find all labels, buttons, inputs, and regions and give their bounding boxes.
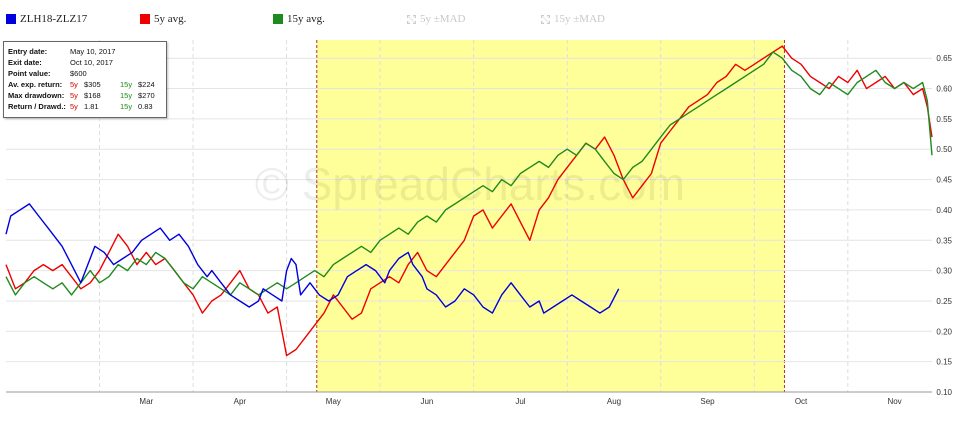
legend-swatch	[273, 14, 283, 24]
y-tick-label: 0.40	[936, 206, 952, 215]
y-tick-label: 0.45	[936, 176, 952, 185]
legend-item-5y-avg[interactable]: 5y avg.	[140, 12, 186, 26]
max-drawdown-row: Max drawdown: 5y $168 15y $270	[8, 91, 155, 100]
y-tick-label: 0.50	[936, 145, 952, 154]
legend-swatch	[541, 14, 550, 24]
x-tick-label: Sep	[700, 397, 715, 406]
y-tick-label: 0.60	[936, 85, 952, 94]
x-tick-label: Jul	[515, 397, 525, 406]
legend-swatch	[6, 14, 16, 24]
avg-return-row: Av. exp. return: 5y $305 15y $224	[8, 80, 155, 89]
point-value-row: Point value: $600	[8, 69, 87, 78]
highlight-band	[316, 40, 785, 392]
x-tick-label: Mar	[139, 397, 153, 406]
legend-label: 15y avg.	[287, 13, 325, 25]
x-tick-label: Aug	[607, 397, 621, 406]
legend-label: 5y ±MAD	[420, 13, 466, 25]
legend-item-5y-mad[interactable]: 5y ±MAD	[407, 12, 465, 26]
legend-swatch	[407, 14, 416, 24]
legend-item-15y-avg[interactable]: 15y avg.	[273, 12, 325, 26]
x-tick-label: Oct	[795, 397, 808, 406]
legend-label: 15y ±MAD	[554, 13, 605, 25]
y-tick-label: 0.20	[936, 327, 952, 336]
watermark: © SpreadCharts.com	[255, 158, 685, 210]
legend-label: ZLH18-ZLZ17	[20, 13, 88, 25]
entry-date-row: Entry date: May 10, 2017	[8, 47, 116, 56]
series-line-15y-avg-	[5, 51, 933, 296]
trade-info-box: Entry date: May 10, 2017 Exit date: Oct …	[3, 41, 167, 118]
y-tick-label: 0.35	[936, 236, 952, 245]
y-tick-label: 0.10	[936, 388, 952, 397]
x-tick-label: Apr	[234, 397, 247, 406]
legend-item-spread[interactable]: ZLH18-ZLZ17	[6, 12, 87, 26]
exit-date-row: Exit date: Oct 10, 2017	[8, 58, 113, 67]
return-drawdown-row: Return / Drawd.: 5y 1.81 15y 0.83	[8, 102, 153, 111]
y-tick-label: 0.55	[936, 115, 952, 124]
y-tick-label: 0.25	[936, 297, 952, 306]
series-line-5y-avg-	[5, 45, 933, 357]
y-tick-label: 0.15	[936, 358, 952, 367]
legend-swatch	[140, 14, 150, 24]
series-line-zlh18-zlz17	[5, 203, 620, 314]
x-tick-label: Nov	[887, 397, 901, 406]
x-tick-label: May	[326, 397, 341, 406]
legend-item-15y-mad[interactable]: 15y ±MAD	[541, 12, 605, 26]
y-tick-label: 0.30	[936, 267, 952, 276]
legend-label: 5y avg.	[154, 13, 187, 25]
y-tick-label: 0.65	[936, 54, 952, 63]
x-tick-label: Jun	[420, 397, 433, 406]
